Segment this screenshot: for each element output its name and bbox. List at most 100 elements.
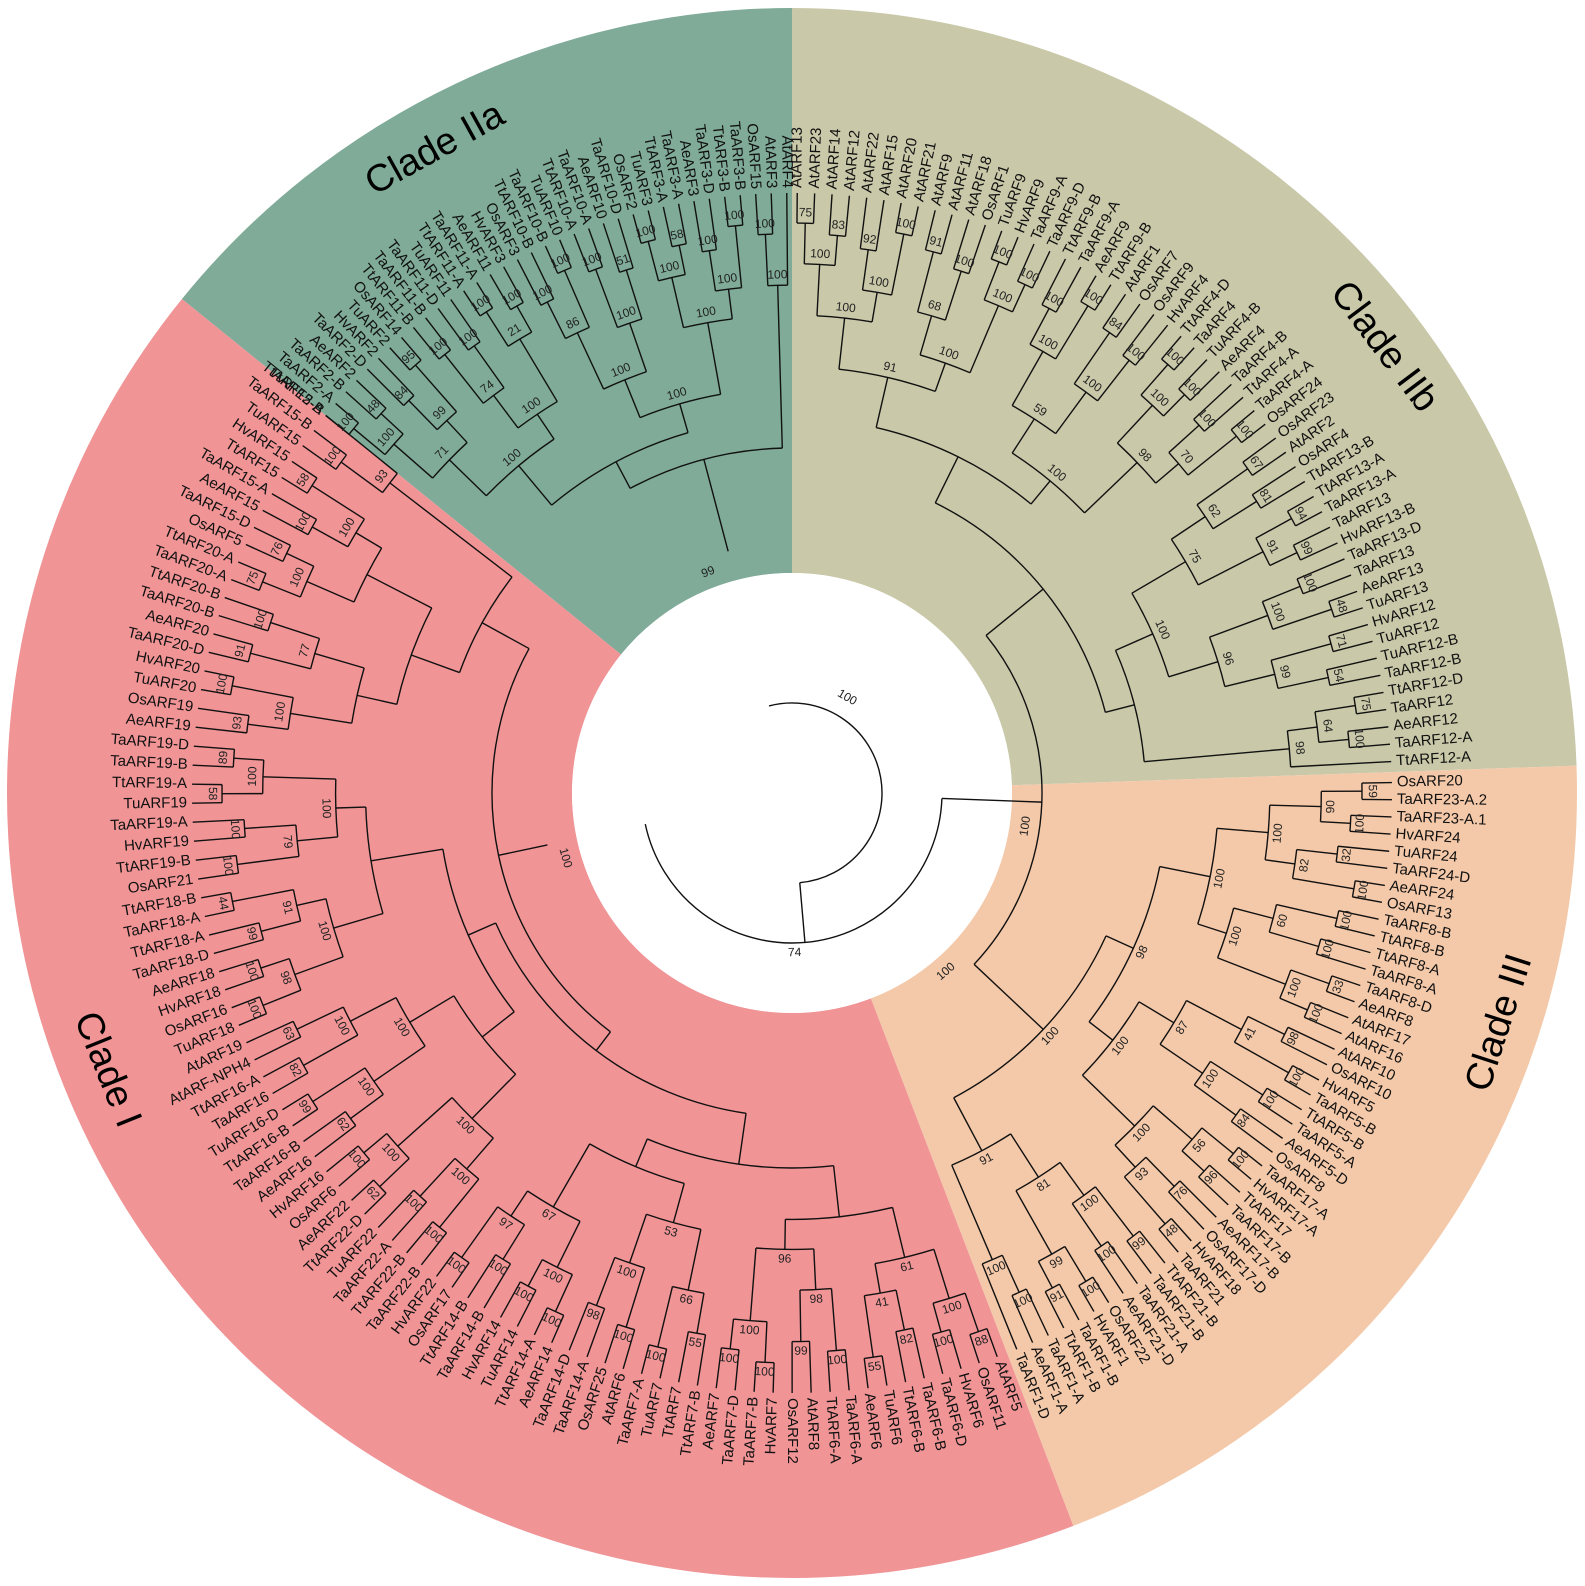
branch-segment (1092, 1276, 1110, 1303)
branch-segment (1212, 500, 1258, 530)
branch-segment (1163, 394, 1186, 417)
branch-segment (687, 1229, 702, 1291)
branch-segment (302, 445, 337, 470)
bootstrap-value: 51 (615, 251, 632, 268)
branch-segment (466, 1137, 494, 1170)
branch-arc (1078, 1276, 1094, 1287)
bootstrap-value: 64 (1320, 718, 1336, 733)
branch-segment (662, 206, 673, 247)
branch-segment (672, 1183, 685, 1223)
branch-segment (282, 1093, 309, 1111)
branch-segment (1094, 1186, 1134, 1237)
branch-segment (1187, 435, 1237, 476)
branch-arc (1122, 354, 1136, 366)
branch-segment (306, 580, 355, 603)
branch-segment (1216, 827, 1269, 834)
branch-segment (1347, 726, 1389, 733)
branch-segment (1155, 463, 1180, 484)
branch-segment (473, 345, 505, 389)
bootstrap-value: 63 (279, 1024, 298, 1042)
branch-segment (1055, 391, 1087, 435)
branch-arc (232, 749, 236, 768)
branch-segment (1293, 526, 1331, 546)
branch-segment (693, 200, 703, 252)
branch-segment (250, 652, 311, 670)
branch-segment (1011, 1295, 1034, 1343)
branch-segment (1044, 1291, 1065, 1329)
bootstrap-value: 100 (895, 215, 918, 233)
bootstrap-value: 100 (810, 246, 831, 261)
branch-segment (1269, 931, 1319, 948)
clade-sector-0 (181, 8, 792, 655)
branch-segment (254, 1036, 302, 1061)
branch-segment (1336, 861, 1388, 870)
branch-arc (347, 518, 365, 548)
branch-segment (510, 1190, 529, 1217)
branch-arc (804, 263, 836, 267)
branch-arc (1264, 805, 1271, 860)
branch-segment (871, 292, 878, 323)
branch-arc (1335, 846, 1339, 862)
bootstrap-value: 21 (505, 320, 524, 339)
branch-arc (442, 849, 515, 1013)
branch-segment (1198, 1176, 1229, 1206)
branch-segment (1328, 590, 1358, 603)
branch-segment (729, 1318, 735, 1349)
branch-arc (436, 411, 457, 431)
bootstrap-value: 98 (809, 1291, 823, 1306)
branch-segment (467, 922, 496, 936)
bootstrap-value: 44 (215, 895, 231, 911)
branch-segment (1203, 396, 1244, 432)
branch-arc (413, 1189, 427, 1203)
branch-segment (253, 526, 291, 546)
branch-segment (968, 224, 987, 274)
branch-arc (1131, 592, 1170, 678)
branch-segment (351, 1179, 375, 1201)
branch-segment (448, 459, 487, 497)
branch-segment (1331, 975, 1361, 987)
branch-segment (738, 1113, 747, 1165)
branch-segment (527, 1259, 543, 1287)
branch-arc (453, 1251, 470, 1264)
branch-segment (335, 806, 366, 809)
branch-segment (1276, 903, 1338, 920)
branch-segment (1272, 608, 1332, 630)
branch-segment (1145, 1156, 1175, 1187)
bootstrap-value: 100 (1225, 924, 1245, 948)
bootstrap-value: 41 (1240, 1024, 1259, 1043)
branch-segment (1233, 907, 1274, 920)
branch-segment (1320, 820, 1351, 825)
branch-segment (568, 1302, 589, 1351)
branch-segment (294, 956, 344, 976)
branch-arc (485, 438, 555, 497)
leaf-labels: TtARF2-ATaARF2-ATaARF2-BAeARF2TaARF2-DHv… (110, 121, 1487, 1467)
branch-segment (262, 509, 309, 536)
branch-arc (1073, 383, 1099, 402)
branch-segment (1161, 335, 1182, 360)
branch-segment (446, 420, 468, 444)
branch-segment (481, 622, 530, 650)
bootstrap-value: 53 (663, 1223, 680, 1240)
branch-segment (218, 614, 269, 632)
branch-arc (1279, 969, 1292, 999)
bootstrap-value: 90 (1323, 800, 1337, 814)
branch-arc (1216, 907, 1235, 959)
branch-segment (1126, 1240, 1152, 1274)
branch-segment (1266, 1087, 1302, 1111)
branch-segment (272, 1072, 309, 1095)
bootstrap-value: 100 (220, 855, 236, 877)
branch-segment (1255, 517, 1292, 539)
bootstrap-value: 71 (1333, 633, 1350, 650)
branch-segment (530, 252, 555, 300)
branch-segment (1171, 516, 1206, 540)
branch-segment (786, 193, 789, 286)
branch-segment (1170, 1218, 1192, 1242)
branch-segment (263, 1056, 300, 1078)
branch-arc (1270, 660, 1279, 689)
branch-segment (1168, 660, 1219, 678)
branch-segment (1196, 468, 1249, 506)
branch-segment (983, 261, 1000, 301)
branch-segment (739, 195, 744, 226)
branch-segment (912, 1327, 925, 1379)
bootstrap-value: 99 (1298, 539, 1317, 557)
